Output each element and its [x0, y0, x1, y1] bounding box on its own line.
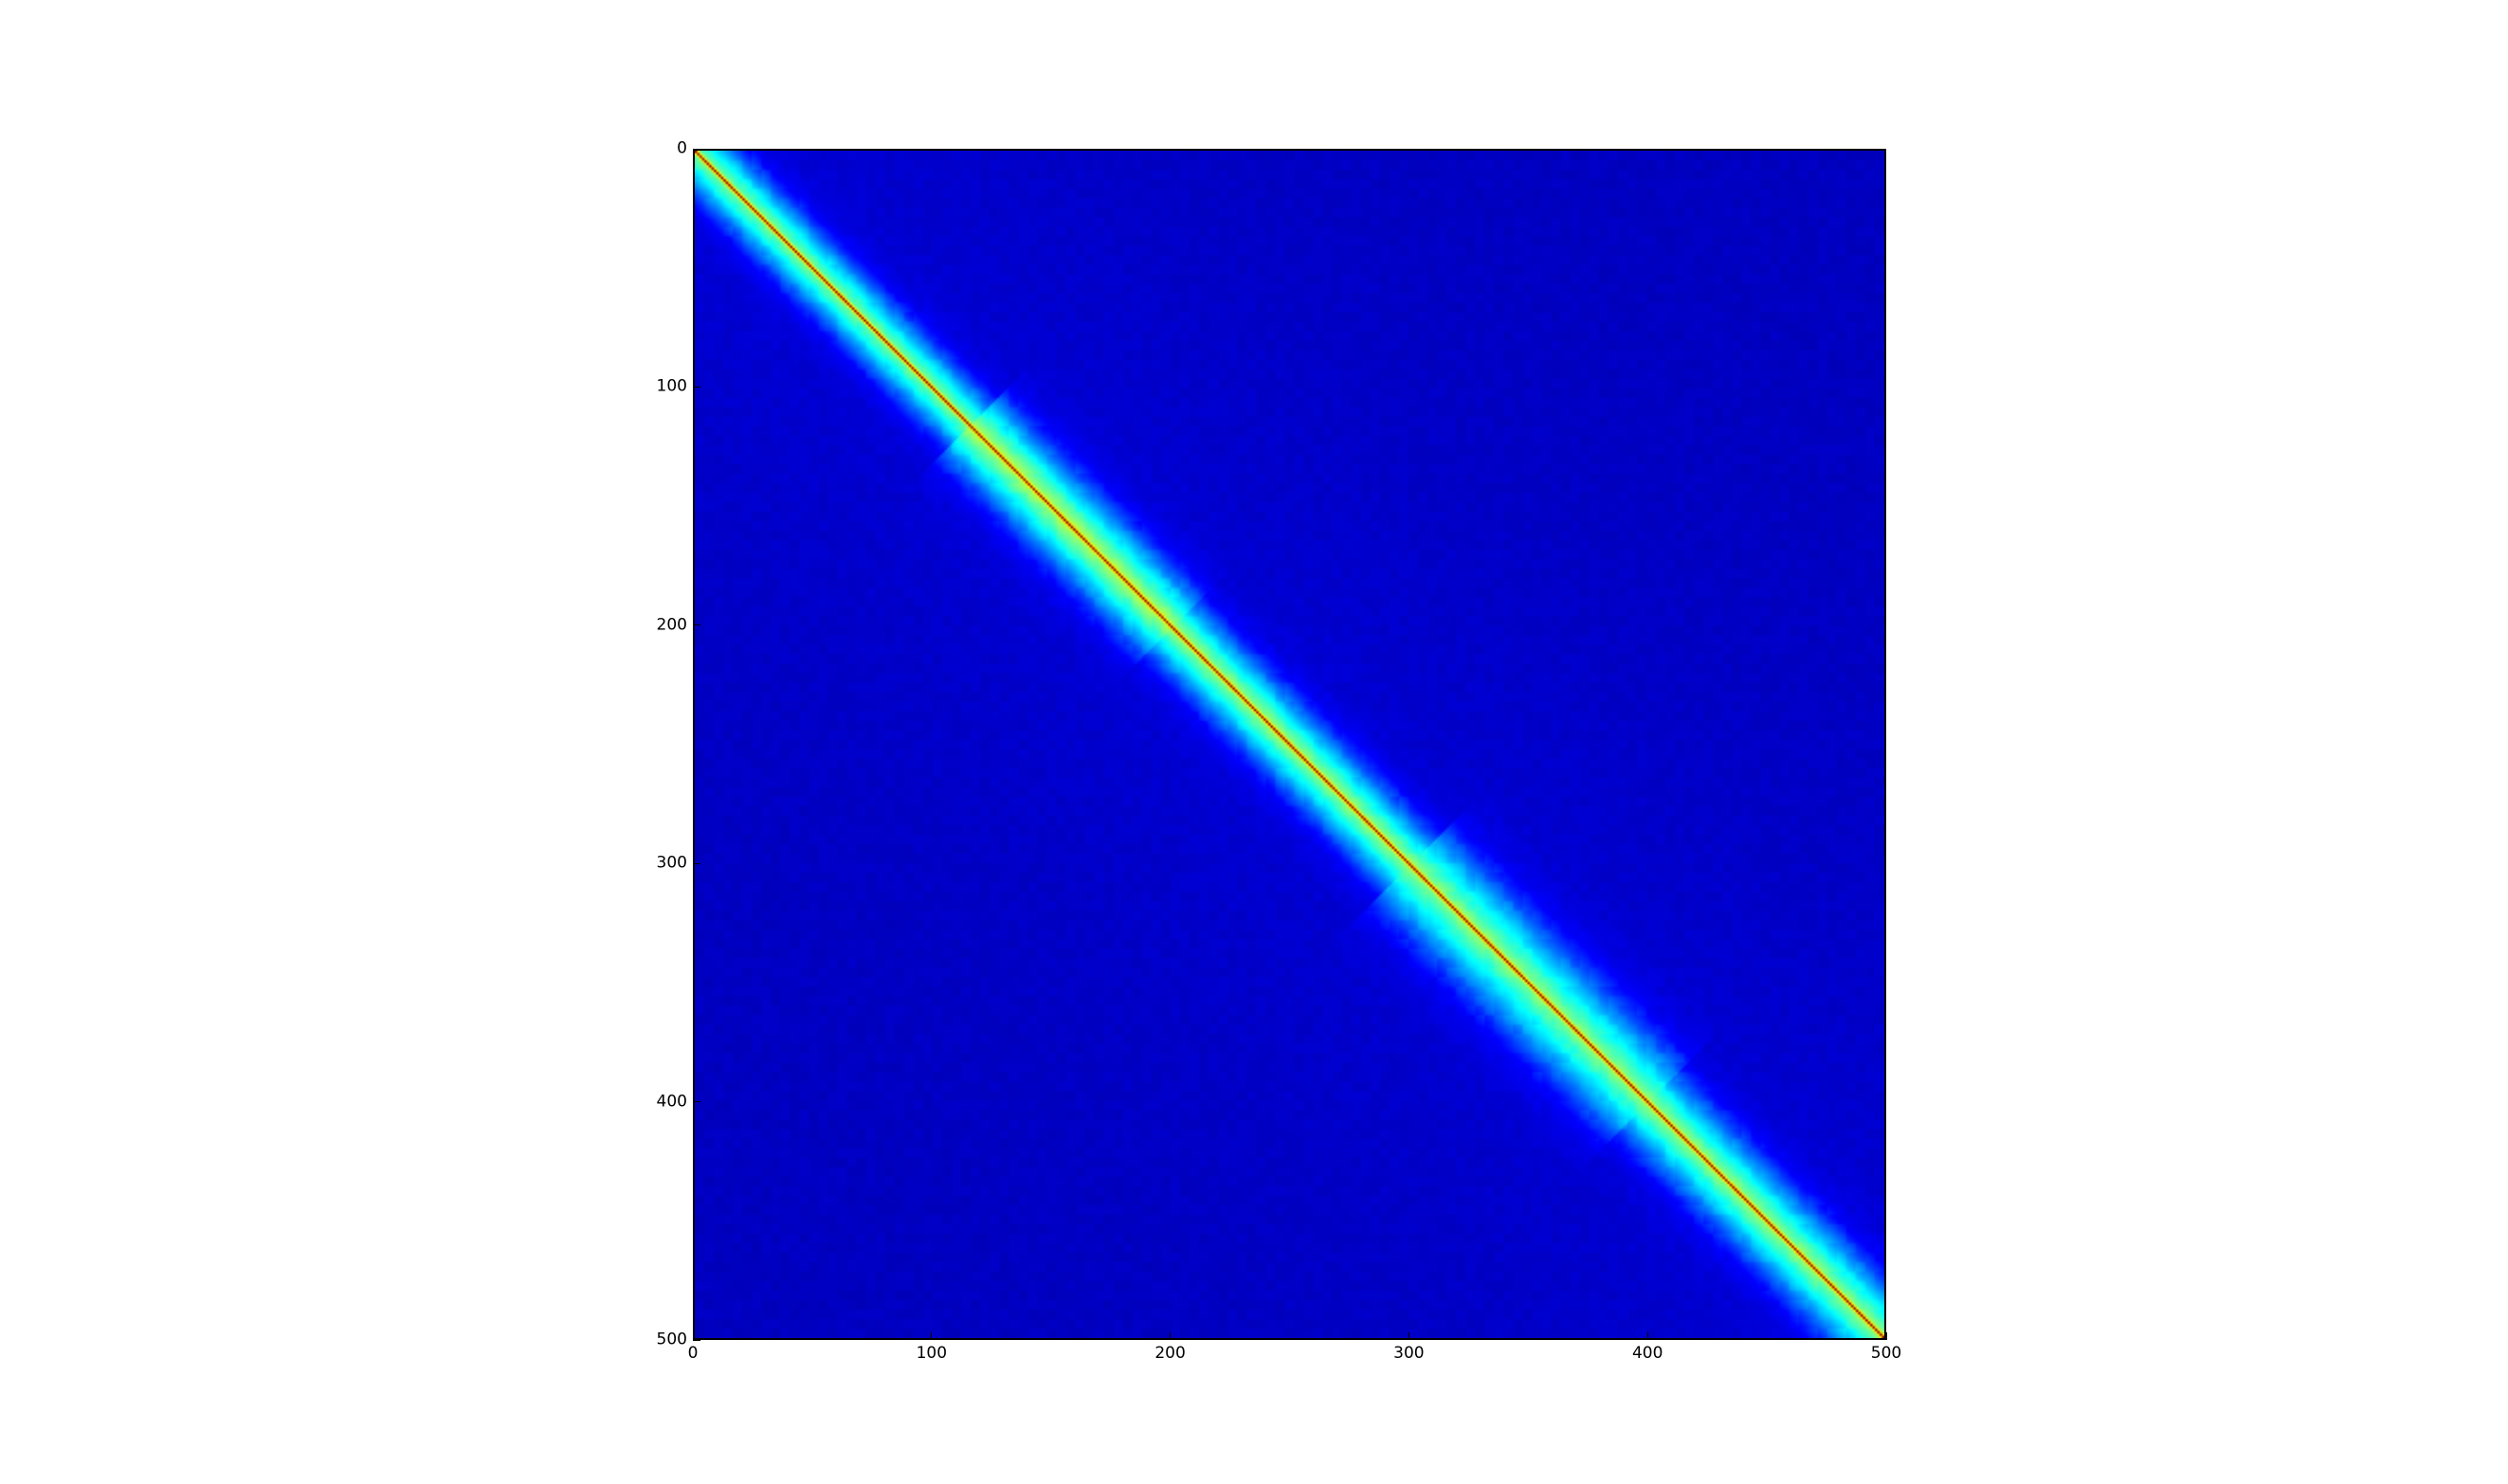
x-tick-mark: [1646, 1332, 1648, 1340]
x-tick-label: 100: [916, 1344, 948, 1363]
x-tick-label: 0: [687, 1344, 699, 1363]
y-tick-label: 0: [677, 138, 687, 158]
y-tick-mark: [693, 1339, 700, 1341]
y-tick-mark: [693, 1101, 700, 1103]
x-tick-mark: [1885, 1332, 1887, 1340]
x-tick-label: 300: [1393, 1344, 1425, 1363]
x-tick-label: 400: [1631, 1344, 1663, 1363]
y-tick-label: 400: [656, 1092, 687, 1112]
x-tick-mark: [692, 1332, 694, 1340]
y-tick-mark: [693, 862, 700, 864]
heatmap-image: [695, 151, 1884, 1338]
y-tick-mark: [693, 148, 700, 150]
x-tick-mark: [931, 1332, 933, 1340]
heatmap-plot-area: [693, 149, 1886, 1340]
y-tick-label: 200: [656, 615, 687, 635]
x-tick-mark: [1408, 1332, 1409, 1340]
y-tick-label: 300: [656, 853, 687, 873]
x-tick-label: 200: [1154, 1344, 1186, 1363]
x-tick-mark: [1170, 1332, 1172, 1340]
y-tick-label: 100: [656, 376, 687, 396]
x-tick-label: 500: [1870, 1344, 1902, 1363]
y-tick-mark: [693, 386, 700, 388]
y-tick-mark: [693, 624, 700, 626]
y-tick-label: 500: [656, 1330, 687, 1349]
